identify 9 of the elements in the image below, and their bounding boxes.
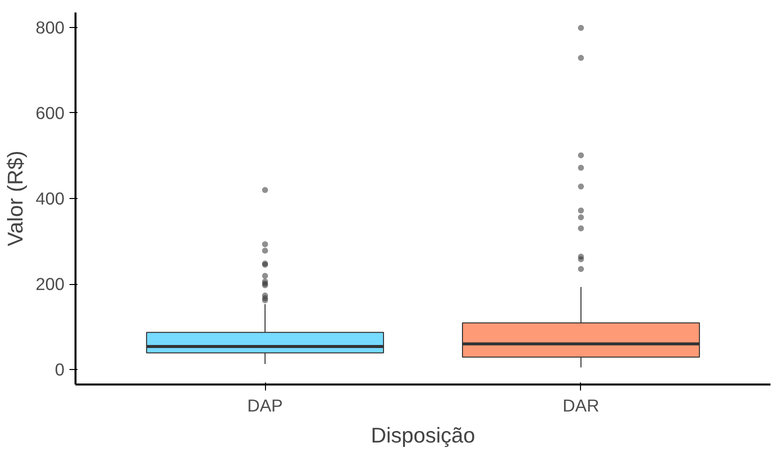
y-tick-label: 0 <box>54 360 65 380</box>
y-axis-title: Valor (R$) <box>4 150 28 246</box>
y-tick-label: 400 <box>36 188 65 208</box>
x-axis-title: Disposição <box>370 424 476 448</box>
y-tick-label: 800 <box>36 17 65 38</box>
x-tick-label: DAP <box>247 396 283 416</box>
y-tick-label: 200 <box>36 274 65 294</box>
x-tick-label: DAR <box>562 396 600 416</box>
y-tick-label: 600 <box>36 102 65 123</box>
